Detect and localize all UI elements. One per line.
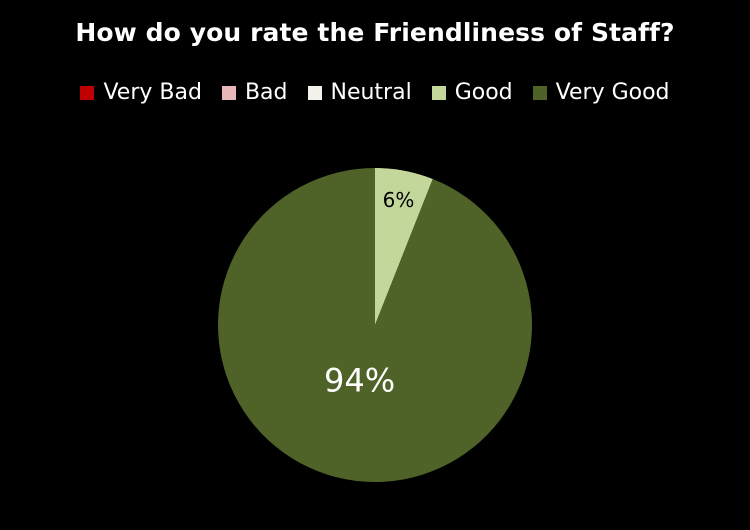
chart-legend: Very Bad Bad Neutral Good Very Good: [0, 80, 750, 105]
legend-swatch: [532, 85, 547, 100]
legend-swatch: [307, 85, 322, 100]
legend-label: Bad: [244, 80, 288, 105]
legend-item-good: Good: [431, 80, 513, 105]
legend-swatch: [80, 85, 95, 100]
pie-slice-very-good: [218, 168, 533, 483]
legend-label: Good: [454, 80, 513, 105]
legend-label: Very Good: [555, 80, 670, 105]
legend-item-very-good: Very Good: [532, 80, 670, 105]
data-label-good: 6%: [383, 188, 415, 212]
chart-title: How do you rate the Friendliness of Staf…: [75, 18, 675, 47]
legend-item-very-bad: Very Bad: [80, 80, 202, 105]
legend-swatch: [431, 85, 446, 100]
pie-slice-good: [375, 168, 433, 325]
legend-item-neutral: Neutral: [307, 80, 412, 105]
legend-label: Very Bad: [103, 80, 202, 105]
legend-item-bad: Bad: [221, 80, 288, 105]
data-label-very-good: 94%: [324, 362, 395, 400]
legend-swatch: [221, 85, 236, 100]
legend-label: Neutral: [330, 80, 412, 105]
